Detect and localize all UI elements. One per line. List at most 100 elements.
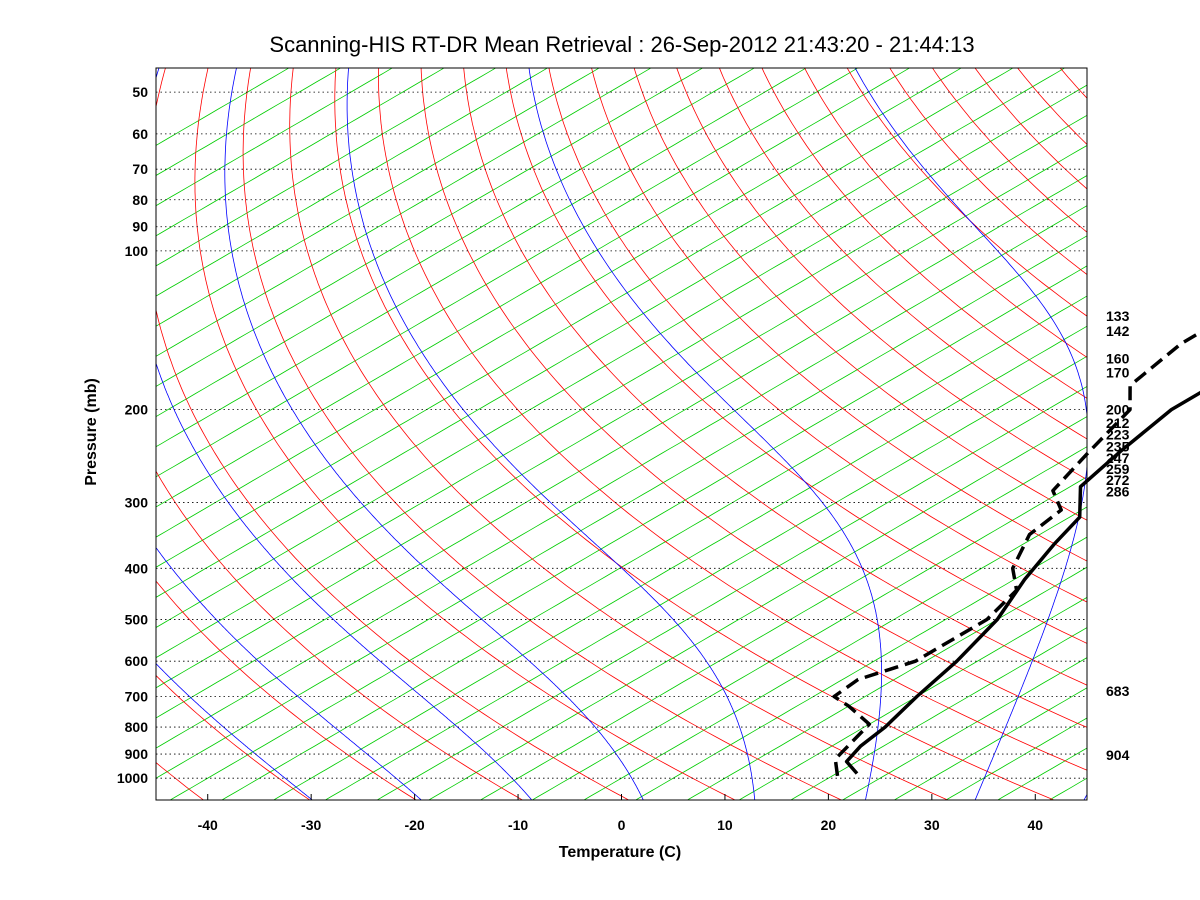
isotherm-line: [156, 84, 1087, 628]
isotherm-line: [156, 114, 1087, 659]
y-axis-label: Pressure (mb): [83, 378, 100, 486]
y-tick-label: 800: [125, 719, 149, 735]
isotherm-line: [156, 68, 1066, 598]
plot-frame: [155, 67, 1088, 801]
dry-adiabat-line: [804, 68, 1087, 358]
isotherm-line: [324, 355, 1087, 800]
isotherm-line: [156, 68, 704, 387]
dry-adiabat-line: [548, 68, 1087, 603]
isotherm-line: [156, 68, 445, 237]
y-tick-label: 200: [125, 402, 149, 418]
isotherm-line: [156, 68, 290, 146]
chart-title: Scanning-HIS RT-DR Mean Retrieval : 26-S…: [269, 32, 974, 57]
y-tick-labels: 50 60 70 80 90 100 200 300 400 500 600 700 800 900 100…: [117, 84, 148, 786]
isotherm-line: [1136, 45, 1200, 810]
isotherm-line: [156, 175, 1087, 719]
dewpoint-profile-line: [832, 330, 1200, 777]
dry-adiabat-line: [1017, 68, 1087, 145]
right-level-label: 142: [1106, 323, 1130, 339]
isotherm-line: [156, 68, 652, 357]
dry-adiabat-line: [1084, 45, 1200, 810]
right-level-label: 272: [1106, 472, 1130, 488]
moist-adiabat-line: [1186, 52, 1200, 810]
dry-adiabat-line: [194, 68, 736, 800]
x-tick-label: 20: [821, 817, 837, 833]
isotherm-line: [156, 144, 1087, 689]
right-level-label: 683: [1106, 683, 1130, 699]
isotherm-line: [272, 325, 1087, 800]
y-tick-label: 600: [125, 653, 149, 669]
x-tick-label: -30: [301, 817, 321, 833]
isotherm-line: [221, 295, 1087, 800]
dry-adiabat-line: [591, 68, 1087, 562]
isotherm-line: [156, 68, 963, 538]
y-tick-label: 300: [125, 494, 149, 510]
right-level-label: 247: [1106, 450, 1130, 466]
x-tick-label: 10: [717, 817, 733, 833]
isotherm-line: [156, 68, 756, 418]
x-tick-label: -10: [508, 817, 528, 833]
moist-adiabat-line: [1083, 793, 1087, 800]
isotherm-line: [686, 566, 1087, 800]
isotherm-line: [156, 205, 1087, 749]
isotherm-line: [945, 717, 1087, 800]
moist-adiabat-line: [346, 68, 756, 800]
isotherm-line: [997, 747, 1087, 800]
dry-adiabat-line: [289, 68, 949, 800]
dry-adiabat-line: [156, 68, 630, 800]
y-tick-label: 100: [125, 243, 149, 259]
isotherm-line: [169, 265, 1087, 800]
dry-adiabat-line: [156, 674, 311, 800]
isotherm-line: [156, 68, 549, 297]
dry-adiabat-line: [156, 580, 417, 800]
isotherm-line: [156, 235, 1087, 779]
y-tick-label: 50: [132, 84, 148, 100]
isotherm-line: [531, 476, 1087, 800]
moist-adiabat-line: [528, 68, 882, 800]
right-level-label: 133: [1106, 308, 1130, 324]
isotherm-line: [1084, 45, 1200, 810]
y-tick-label: 90: [132, 219, 148, 235]
right-level-label: 170: [1106, 364, 1130, 380]
right-level-label: 212: [1106, 415, 1130, 431]
x-tick-label: -20: [404, 817, 424, 833]
y-tick-label: 700: [125, 688, 149, 704]
right-level-label: 200: [1106, 402, 1130, 418]
dry-adiabat-line: [1125, 45, 1200, 810]
isotherm-line: [738, 596, 1087, 800]
dry-adiabat-line: [846, 68, 1087, 317]
y-tick-label: 500: [125, 611, 149, 627]
x-tick-label: 0: [618, 817, 626, 833]
isotherm-line: [156, 68, 807, 448]
moist-adiabat-line: [224, 68, 644, 800]
isotherm-line: [634, 536, 1087, 800]
dry-adiabat-line: [420, 68, 1087, 728]
dry-adiabat-line: [931, 68, 1087, 233]
dry-adiabat-line: [676, 68, 1087, 480]
sounding-profiles: [832, 330, 1200, 777]
isotherm-line: [376, 385, 1087, 800]
x-tick-labels: -40 -30 -20 -10 0 10 20 30 40: [198, 794, 1043, 833]
dry-adiabat-line: [718, 68, 1087, 440]
y-tick-label: 1000: [117, 770, 148, 786]
isotherm-line: [156, 68, 394, 207]
moist-adiabat-line: [156, 68, 533, 800]
x-tick-label: -40: [198, 817, 218, 833]
x-axis-label: Temperature (C): [559, 844, 681, 861]
right-level-label: 286: [1106, 484, 1130, 500]
isotherm-line: [156, 68, 342, 176]
isotherm-line: [790, 627, 1087, 800]
dry-adiabat-line: [889, 68, 1087, 276]
dry-adiabat-line: [761, 68, 1087, 399]
dry-adiabat-line: [156, 470, 524, 800]
isotherm-line: [583, 506, 1087, 800]
dry-adiabat-line: [334, 68, 1055, 800]
right-level-label: 160: [1106, 350, 1130, 366]
moist-adiabat-line: [854, 68, 1087, 800]
y-tick-label: 80: [132, 192, 148, 208]
dry-adiabat-line: [242, 68, 843, 800]
isotherm-line: [156, 68, 1014, 568]
background-lines: [156, 45, 1200, 810]
